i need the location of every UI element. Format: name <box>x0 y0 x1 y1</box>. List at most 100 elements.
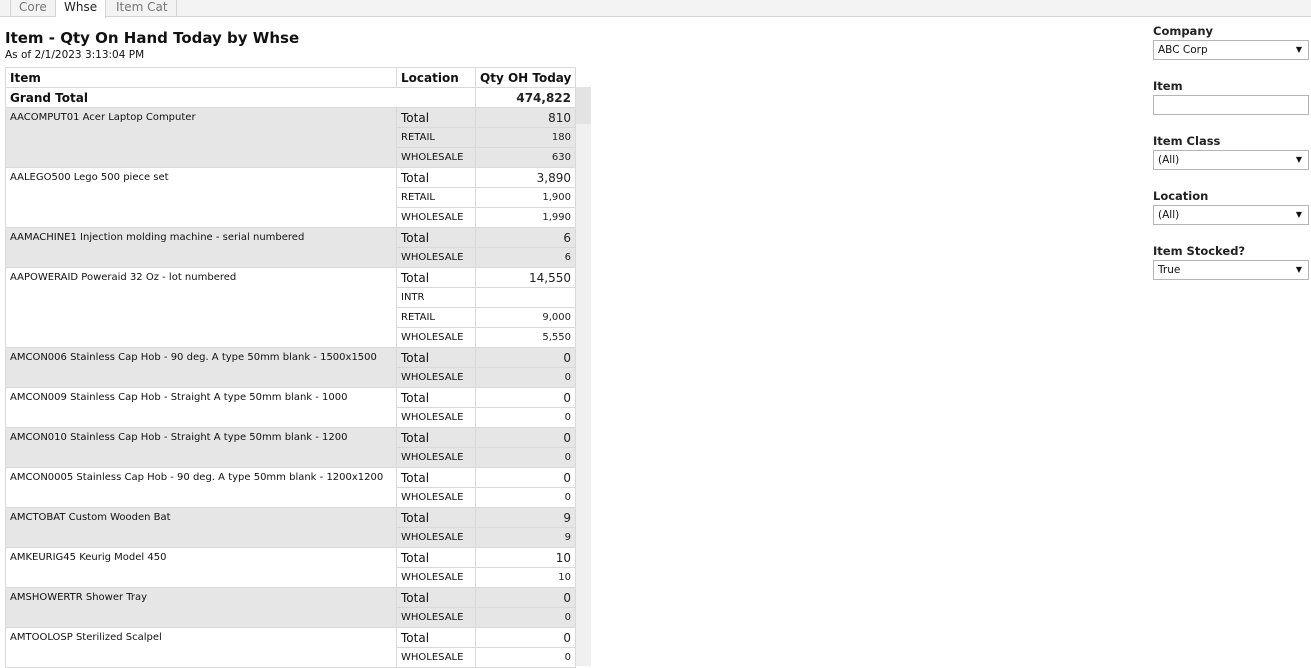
header-qty[interactable]: Qty OH Today <box>475 67 576 88</box>
filter-panel: Company ABC Corp ▼ Item Item Class (All) ▼… <box>1153 24 1309 299</box>
item-total-row: AMCON009 Stainless Cap Hob - Straight A … <box>5 387 576 428</box>
location-cell: Total <box>396 347 476 368</box>
item-total-row: AMCTOBAT Custom Wooden Bat Total 9 <box>5 507 576 548</box>
tab-whse[interactable]: Whse <box>56 0 107 18</box>
location-row: WHOLESALE 0 <box>6 447 576 468</box>
location-row: WHOLESALE 0 <box>6 487 576 508</box>
location-cell: INTR <box>396 287 476 308</box>
location-cell: WHOLESALE <box>396 527 476 548</box>
item-stocked-label: Item Stocked? <box>1153 244 1246 258</box>
tab-bar: Core Whse Item Cat <box>0 0 1311 18</box>
item-cell[interactable]: AMCON010 Stainless Cap Hob - Straight A … <box>5 427 397 468</box>
location-row: RETAIL 180 <box>6 127 576 148</box>
qty-table: Item Location Qty OH Today Grand Total 4… <box>5 67 576 668</box>
item-input[interactable] <box>1153 95 1309 115</box>
item-total-row: AMSHOWERTR Shower Tray Total 0 <box>5 587 576 628</box>
item-class-dropdown[interactable]: (All) ▼ <box>1153 150 1309 170</box>
location-row: RETAIL 1,900 <box>6 187 576 208</box>
item-stocked-dropdown[interactable]: True ▼ <box>1153 260 1309 280</box>
location-row: WHOLESALE 0 <box>6 407 576 428</box>
grand-total-label: Grand Total <box>5 87 476 108</box>
company-label: Company <box>1153 24 1213 38</box>
qty-cell: 6 <box>475 227 576 248</box>
item-total-row: AAMACHINE1 Injection molding machine - s… <box>5 227 576 268</box>
qty-cell: 10 <box>475 547 576 568</box>
qty-cell: 0 <box>475 387 576 408</box>
item-total-row: AMCON006 Stainless Cap Hob - 90 deg. A t… <box>5 347 576 388</box>
caret-down-icon: ▼ <box>1295 155 1302 164</box>
location-dropdown[interactable]: (All) ▼ <box>1153 205 1309 225</box>
location-cell: Total <box>396 107 476 128</box>
header-location[interactable]: Location <box>396 67 476 88</box>
location-cell: RETAIL <box>396 187 476 208</box>
location-row: WHOLESALE 0 <box>6 647 576 668</box>
location-row: WHOLESALE 5,550 <box>6 327 576 348</box>
qty-cell <box>475 287 576 308</box>
location-cell: Total <box>396 267 476 288</box>
item-cell[interactable]: AAPOWERAID Poweraid 32 Oz - lot numbered <box>5 267 397 348</box>
location-row: WHOLESALE 10 <box>6 567 576 588</box>
location-row: RETAIL 9,000 <box>6 307 576 328</box>
item-cell[interactable]: AMTOOLOSP Sterilized Scalpel <box>5 627 397 668</box>
qty-cell: 0 <box>475 407 576 428</box>
location-row: WHOLESALE 0 <box>6 367 576 388</box>
tab-core[interactable]: Core <box>10 0 56 17</box>
item-stocked-value: True <box>1158 264 1181 276</box>
item-cell[interactable]: AMCON0005 Stainless Cap Hob - 90 deg. A … <box>5 467 397 508</box>
location-cell: WHOLESALE <box>396 567 476 588</box>
location-row: WHOLESALE 9 <box>6 527 576 548</box>
location-value: (All) <box>1158 209 1180 221</box>
as-of-timestamp: As of 2/1/2023 3:13:04 PM <box>5 49 145 61</box>
item-total-row: AALEGO500 Lego 500 piece set Total 3,890 <box>5 167 576 228</box>
item-total-row: AMCON0005 Stainless Cap Hob - 90 deg. A … <box>5 467 576 508</box>
item-cell[interactable]: AAMACHINE1 Injection molding machine - s… <box>5 227 397 268</box>
qty-cell: 0 <box>475 607 576 628</box>
qty-cell: 810 <box>475 107 576 128</box>
location-cell: WHOLESALE <box>396 247 476 268</box>
qty-cell: 0 <box>475 647 576 668</box>
header-item[interactable]: Item <box>5 67 397 88</box>
qty-cell: 1,990 <box>475 207 576 228</box>
location-cell: Total <box>396 507 476 528</box>
location-cell: WHOLESALE <box>396 207 476 228</box>
qty-cell: 14,550 <box>475 267 576 288</box>
company-dropdown[interactable]: ABC Corp ▼ <box>1153 40 1309 60</box>
caret-down-icon: ▼ <box>1295 265 1302 274</box>
location-cell: WHOLESALE <box>396 327 476 348</box>
scroll-gutter <box>575 87 591 666</box>
item-cell[interactable]: AMCTOBAT Custom Wooden Bat <box>5 507 397 548</box>
tab-item-cat[interactable]: Item Cat <box>108 0 177 17</box>
location-cell: WHOLESALE <box>396 447 476 468</box>
qty-cell: 0 <box>475 427 576 448</box>
qty-cell: 0 <box>475 587 576 608</box>
item-cell[interactable]: AALEGO500 Lego 500 piece set <box>5 167 397 228</box>
item-cell[interactable]: AMCON006 Stainless Cap Hob - 90 deg. A t… <box>5 347 397 388</box>
grand-total-value: 474,822 <box>475 87 576 108</box>
location-cell: Total <box>396 587 476 608</box>
location-cell: WHOLESALE <box>396 367 476 388</box>
location-cell: WHOLESALE <box>396 147 476 168</box>
item-total-row: AMKEURIG45 Keurig Model 450 Total 10 <box>5 547 576 588</box>
qty-cell: 3,890 <box>475 167 576 188</box>
qty-cell: 0 <box>475 447 576 468</box>
item-cell[interactable]: AMSHOWERTR Shower Tray <box>5 587 397 628</box>
item-label: Item <box>1153 79 1183 93</box>
item-cell[interactable]: AMKEURIG45 Keurig Model 450 <box>5 547 397 588</box>
location-cell: RETAIL <box>396 307 476 328</box>
location-row: INTR <box>6 287 576 308</box>
qty-cell: 10 <box>475 567 576 588</box>
item-total-row: AMTOOLOSP Sterilized Scalpel Total 0 <box>5 627 576 668</box>
item-total-row: AAPOWERAID Poweraid 32 Oz - lot numbered… <box>5 267 576 348</box>
location-cell: Total <box>396 467 476 488</box>
item-cell[interactable]: AMCON009 Stainless Cap Hob - Straight A … <box>5 387 397 428</box>
qty-cell: 9 <box>475 507 576 528</box>
item-cell[interactable]: AACOMPUT01 Acer Laptop Computer <box>5 107 397 168</box>
qty-cell: 0 <box>475 627 576 648</box>
location-cell: WHOLESALE <box>396 607 476 628</box>
location-cell: Total <box>396 167 476 188</box>
qty-cell: 0 <box>475 367 576 388</box>
qty-cell: 9 <box>475 527 576 548</box>
location-row: WHOLESALE 1,990 <box>6 207 576 228</box>
location-cell: Total <box>396 227 476 248</box>
qty-cell: 6 <box>475 247 576 268</box>
